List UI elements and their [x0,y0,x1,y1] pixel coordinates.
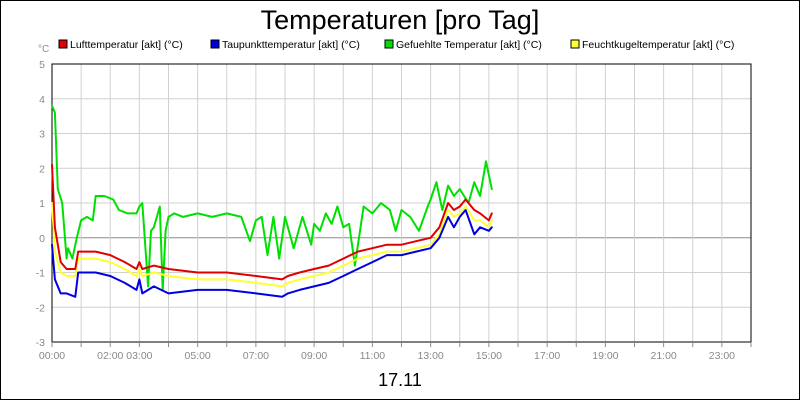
legend-swatch [58,39,68,49]
legend-swatch [570,39,580,49]
legend-swatch [384,39,394,49]
x-tick-label: 05:00 [184,350,210,362]
y-tick-label: 4 [39,94,45,106]
y-tick-label: -3 [36,337,45,349]
y-axis-unit: °C [38,44,49,55]
y-tick-label: 2 [39,163,45,175]
series-line-2 [51,104,493,291]
x-tick-label: 11:00 [360,350,386,362]
x-tick-label: 21:00 [650,350,676,362]
series-line-1 [51,209,493,298]
legend-label: Gefuehlte Temperatur [akt] (°C) [396,39,542,51]
legend-label: Taupunkttemperatur [akt] (°C) [222,39,360,51]
series-line-3 [51,202,493,288]
legend-label: Lufttemperatur [akt] (°C) [70,39,183,51]
date-label: 17.11 [378,370,422,390]
series-line-0 [51,163,493,281]
x-tick-label: 07:00 [243,350,269,362]
series-layer [51,104,493,298]
y-tick-label: 5 [39,59,45,71]
y-tick-label: 0 [39,233,45,245]
chart-title: Temperaturen [pro Tag] [261,5,540,35]
y-tick-label: -1 [36,268,45,280]
legend: Lufttemperatur [akt] (°C) Taupunkttempera… [58,39,734,51]
x-tick-label: 00:00 [39,350,65,362]
y-tick-label: 3 [39,129,45,141]
y-tick-label: 1 [39,198,45,210]
x-tick-label: 09:00 [301,350,327,362]
legend-label: Feuchtkugeltemperatur [akt] (°C) [582,39,734,51]
y-tick-label: -2 [36,302,45,314]
x-tick-label: 13:00 [417,350,443,362]
x-tick-label: 15:00 [476,350,502,362]
x-tick-label: 02:00 [97,350,123,362]
x-tick-label: 03:00 [126,350,152,362]
grid [52,64,751,342]
x-tick-label: 23:00 [709,350,735,362]
x-tick-label: 19:00 [592,350,618,362]
tick-labels: -3 -2 -1 0 1 2 3 4 5 00:00 02:00 03:00 05:00 07:00 09:… [36,59,752,362]
legend-swatch [210,39,220,49]
x-tick-label: 17:00 [534,350,560,362]
